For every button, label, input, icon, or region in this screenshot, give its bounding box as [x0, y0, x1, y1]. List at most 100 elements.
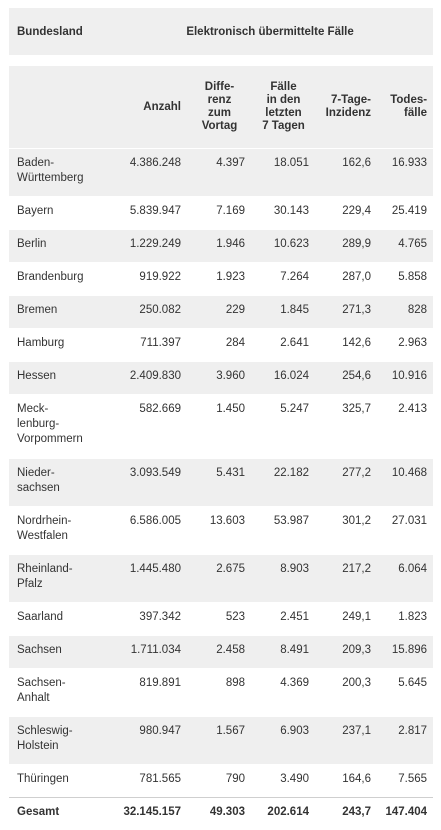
- cell-todesfaelle: 10.916: [377, 362, 433, 395]
- cell-differenz: 2.458: [187, 636, 251, 669]
- cell-land: Sachsen- Anhalt: [9, 669, 107, 717]
- cell-todesfaelle: 6.064: [377, 555, 433, 603]
- cell-differenz: 284: [187, 329, 251, 362]
- cell-todesfaelle: 15.896: [377, 636, 433, 669]
- table-header: Bundesland Elektronisch übermittelte Fäl…: [9, 8, 433, 149]
- header-faelle-7-tage: Fälle in den letzten 7 Tagen: [251, 66, 315, 149]
- cell-todesfaelle: 16.933: [377, 149, 433, 197]
- header-todesfaelle: Todes- fälle: [377, 66, 433, 149]
- cell-differenz: 7.169: [187, 197, 251, 230]
- cell-faelle-7-tage: 4.369: [251, 669, 315, 717]
- cell-faelle-7-tage: 5.247: [251, 395, 315, 459]
- cell-inzidenz: 289,9: [315, 230, 377, 263]
- cell-anzahl: 582.669: [107, 395, 187, 459]
- cell-todesfaelle: 147.404: [377, 798, 433, 830]
- cell-differenz: 13.603: [187, 507, 251, 555]
- cell-land: Bayern: [9, 197, 107, 230]
- cell-land: Bremen: [9, 296, 107, 329]
- cell-todesfaelle: 5.858: [377, 263, 433, 296]
- cell-faelle-7-tage: 3.490: [251, 765, 315, 798]
- cell-inzidenz: 271,3: [315, 296, 377, 329]
- cell-todesfaelle: 2.963: [377, 329, 433, 362]
- cases-table-container: Bundesland Elektronisch übermittelte Fäl…: [9, 8, 433, 830]
- cell-inzidenz: 142,6: [315, 329, 377, 362]
- cell-land: Thüringen: [9, 765, 107, 798]
- cell-anzahl: 250.082: [107, 296, 187, 329]
- cell-todesfaelle: 7.565: [377, 765, 433, 798]
- cell-anzahl: 980.947: [107, 717, 187, 765]
- cases-table: Bundesland Elektronisch übermittelte Fäl…: [9, 8, 433, 830]
- cell-todesfaelle: 10.468: [377, 459, 433, 507]
- cell-inzidenz: 209,3: [315, 636, 377, 669]
- cell-todesfaelle: 1.823: [377, 603, 433, 636]
- cell-inzidenz: 164,6: [315, 765, 377, 798]
- cell-land: Gesamt: [9, 798, 107, 830]
- cell-differenz: 523: [187, 603, 251, 636]
- cell-inzidenz: 254,6: [315, 362, 377, 395]
- cell-inzidenz: 162,6: [315, 149, 377, 197]
- cell-todesfaelle: 2.413: [377, 395, 433, 459]
- cell-faelle-7-tage: 202.614: [251, 798, 315, 830]
- cell-anzahl: 1.445.480: [107, 555, 187, 603]
- header-row-columns: Anzahl Diffe- renz zum Vortag Fälle in d…: [9, 66, 433, 149]
- header-bundesland: Bundesland: [9, 8, 107, 55]
- header-row-top: Bundesland Elektronisch übermittelte Fäl…: [9, 8, 433, 55]
- cell-todesfaelle: 4.765: [377, 230, 433, 263]
- cell-anzahl: 919.922: [107, 263, 187, 296]
- cell-differenz: 1.923: [187, 263, 251, 296]
- cell-todesfaelle: 2.817: [377, 717, 433, 765]
- cell-differenz: 229: [187, 296, 251, 329]
- cell-land: Meck- lenburg- Vorpommern: [9, 395, 107, 459]
- cell-differenz: 4.397: [187, 149, 251, 197]
- cell-land: Baden- Württemberg: [9, 149, 107, 197]
- cell-anzahl: 781.565: [107, 765, 187, 798]
- cell-inzidenz: 287,0: [315, 263, 377, 296]
- cell-land: Saarland: [9, 603, 107, 636]
- cell-differenz: 1.946: [187, 230, 251, 263]
- cell-anzahl: 711.397: [107, 329, 187, 362]
- cell-anzahl: 397.342: [107, 603, 187, 636]
- cell-differenz: 1.567: [187, 717, 251, 765]
- cell-faelle-7-tage: 10.623: [251, 230, 315, 263]
- cell-faelle-7-tage: 7.264: [251, 263, 315, 296]
- cell-land: Rheinland- Pfalz: [9, 555, 107, 603]
- cell-differenz: 3.960: [187, 362, 251, 395]
- cell-anzahl: 819.891: [107, 669, 187, 717]
- cell-differenz: 5.431: [187, 459, 251, 507]
- cell-anzahl: 1.229.249: [107, 230, 187, 263]
- cell-land: Berlin: [9, 230, 107, 263]
- cell-faelle-7-tage: 18.051: [251, 149, 315, 197]
- cell-anzahl: 6.586.005: [107, 507, 187, 555]
- cell-differenz: 1.450: [187, 395, 251, 459]
- cell-land: Schleswig- Holstein: [9, 717, 107, 765]
- cell-inzidenz: 301,2: [315, 507, 377, 555]
- cell-faelle-7-tage: 8.903: [251, 555, 315, 603]
- cell-faelle-7-tage: 1.845: [251, 296, 315, 329]
- cell-todesfaelle: 27.031: [377, 507, 433, 555]
- cell-faelle-7-tage: 2.641: [251, 329, 315, 362]
- cell-faelle-7-tage: 22.182: [251, 459, 315, 507]
- cell-anzahl: 1.711.034: [107, 636, 187, 669]
- total-row: Gesamt 32.145.157 49.303 202.614 243,7 1…: [9, 798, 433, 830]
- cell-inzidenz: 237,1: [315, 717, 377, 765]
- cell-inzidenz: 229,4: [315, 197, 377, 230]
- header-differenz: Diffe- renz zum Vortag: [187, 66, 251, 149]
- cell-differenz: 49.303: [187, 798, 251, 830]
- cell-todesfaelle: 25.419: [377, 197, 433, 230]
- cell-faelle-7-tage: 53.987: [251, 507, 315, 555]
- cell-anzahl: 3.093.549: [107, 459, 187, 507]
- cell-inzidenz: 249,1: [315, 603, 377, 636]
- cell-land: Nordrhein- Westfalen: [9, 507, 107, 555]
- header-group-electronic-cases: Elektronisch übermittelte Fälle: [107, 8, 433, 55]
